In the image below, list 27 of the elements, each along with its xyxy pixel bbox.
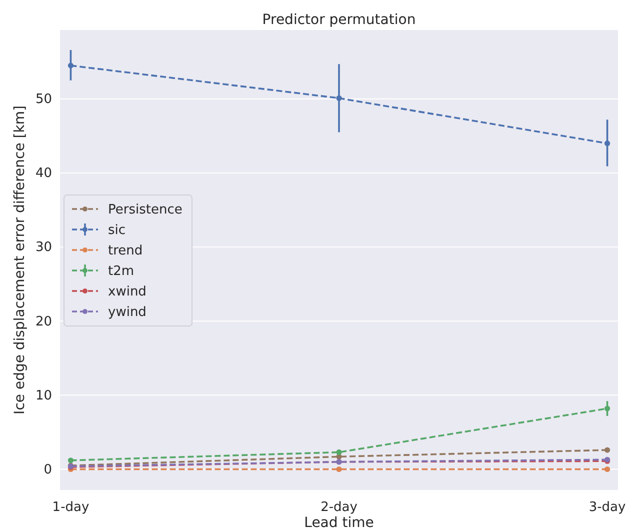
x-axis-title: Lead time [304,515,374,530]
x-tick-label: 2-day [320,500,358,516]
point [604,447,610,453]
y-tick-label: 50 [35,92,52,108]
x-tick-label: 3-day [588,500,626,516]
y-tick-label: 0 [44,462,52,478]
point [604,140,610,146]
point [604,466,610,472]
x-tick-label: 1-day [52,500,90,516]
point [604,406,610,412]
legend-label: ywind [108,305,146,320]
legend-label: Persistence [108,202,182,218]
point [68,458,74,464]
y-tick-label: 40 [35,166,52,182]
point [336,449,342,456]
legend-label: t2m [108,264,134,279]
point [336,466,342,472]
chart-title: Predictor permutation [262,12,416,28]
y-tick-label: 10 [35,388,52,404]
y-tick-label: 20 [35,314,52,330]
point [336,95,342,101]
legend-label: sic [108,223,126,238]
point [68,62,74,68]
y-tick-label: 30 [35,240,52,256]
y-axis-title: Ice edge displacement error difference [km] [12,106,28,414]
legend-label: trend [108,244,143,258]
legend-label: xwind [108,284,146,300]
